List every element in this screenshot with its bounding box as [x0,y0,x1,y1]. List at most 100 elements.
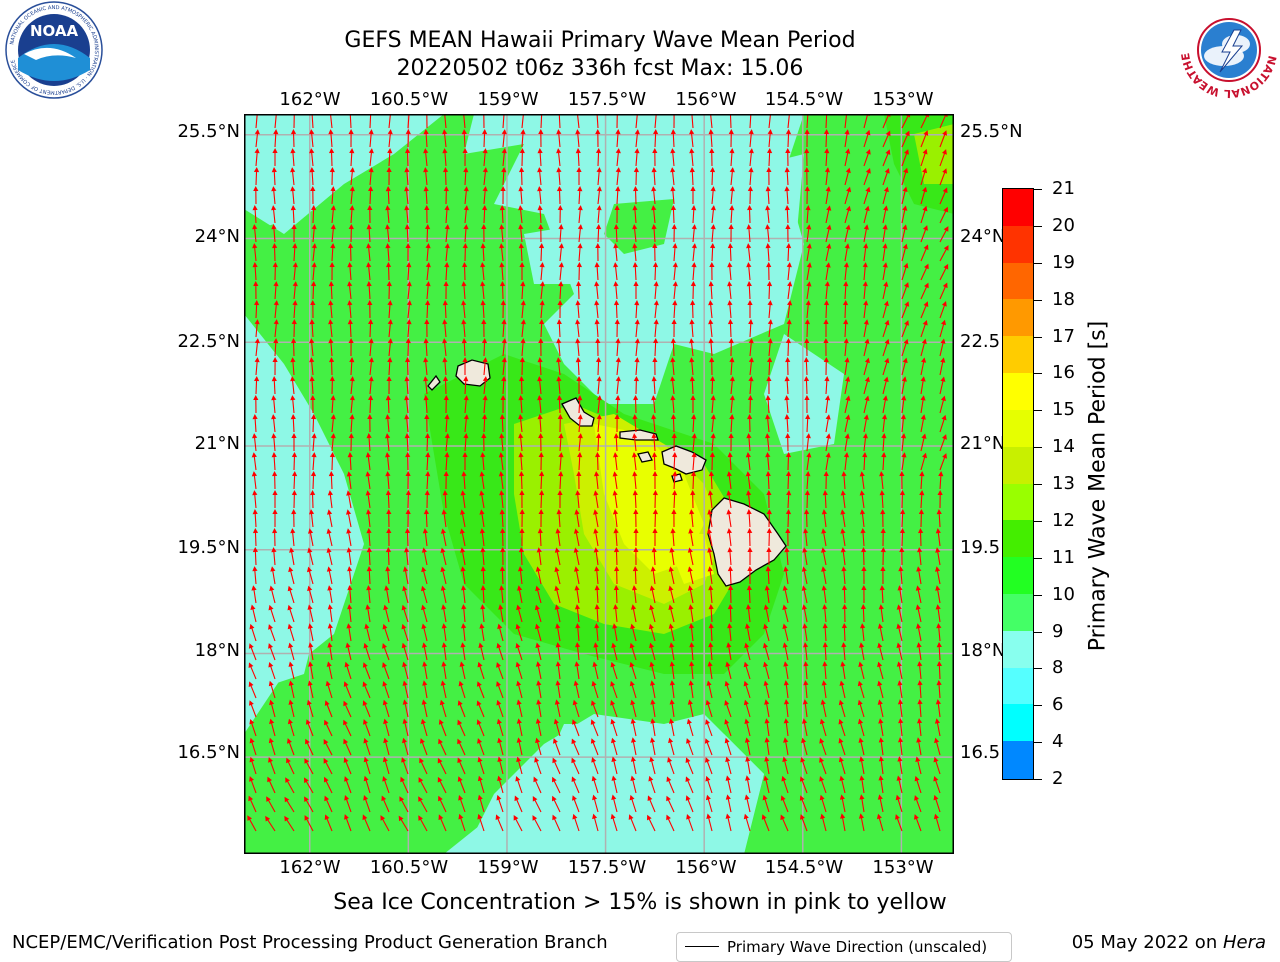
colorbar-tick-mark [1034,632,1042,633]
wave-arrow-shaft [256,379,257,394]
wave-arrow-shaft [294,132,295,147]
wave-arrow-shaft [693,474,694,489]
wave-arrow-shaft [427,227,428,242]
lon-bottom-label: 162°W [260,858,360,878]
wave-arrow-shaft [845,303,846,318]
wave-arrow-shaft [255,550,256,565]
colorbar-tick-label: 10 [1052,585,1075,605]
wave-arrow-shaft [616,550,617,565]
wave-arrow-shaft [426,512,427,527]
colorbar-segment [1003,336,1033,373]
wave-arrow-shaft [427,303,428,318]
map-area: Primary Wave Direction (unscaled) [244,114,954,854]
wave-arrow-shaft [541,246,542,261]
lat-left-label: 16.5°N [160,743,240,763]
wave-arrow-shaft [673,341,674,356]
wave-arrow-shaft [332,360,333,375]
wave-arrow-shaft [788,246,789,261]
wave-arrow-shaft [313,417,314,432]
colorbar-tick-label: 21 [1052,179,1075,199]
wave-arrow-shaft [806,379,807,394]
colorbar-tick-mark [1034,558,1042,559]
wave-arrow-shaft [598,436,599,451]
lon-top-label: 156°W [656,90,756,110]
wave-arrow-shaft [331,474,332,489]
wave-arrow-shaft [294,474,295,489]
colorbar-tick-label: 15 [1052,400,1075,420]
wave-arrow-shaft [522,379,523,394]
wave-arrow-shaft [521,550,522,565]
colorbar-tick-mark [1034,668,1042,669]
wave-arrow-shaft [616,588,617,603]
wave-arrow-shaft [826,303,827,318]
wave-arrow-shaft [559,398,560,413]
wave-arrow-shaft [788,341,789,356]
wave-arrow-shaft [598,227,599,242]
wave-arrow-shaft [388,493,389,508]
wave-arrow-shaft [655,132,656,147]
lat-left-label: 24°N [160,227,240,247]
lon-top-label: 162°W [260,90,360,110]
wave-arrow-shaft [313,493,314,508]
wave-arrow-shaft [769,151,770,166]
wave-arrow-shaft [636,398,637,413]
wave-arrow-shaft [408,360,409,375]
wave-arrow-shaft [712,170,713,185]
wave-arrow-shaft [788,455,789,470]
wave-arrow-shaft [673,208,674,223]
wave-arrow-shaft [788,512,789,527]
colorbar-segment [1003,299,1033,336]
wave-arrow-shaft [826,114,827,128]
wave-arrow-shaft [541,322,542,337]
lat-right-label: 25.5°N [960,122,1023,142]
noaa-text: NOAA [30,22,79,40]
colorbar-tick-mark [1034,410,1042,411]
lon-bottom-label: 157.5°W [557,858,657,878]
wave-arrow-shaft [332,455,333,470]
wave-arrow-shaft [750,208,751,223]
lon-top-label: 153°W [853,90,953,110]
wave-arrow-shaft [730,322,731,337]
wave-arrow-shaft [788,474,789,489]
lat-right-label: 22.5 [960,332,1000,352]
lon-top-label: 157.5°W [557,90,657,110]
wave-arrow-shaft [844,626,845,641]
wave-arrow-shaft [598,151,599,166]
lon-bottom-label: 153°W [853,858,953,878]
wave-arrow-shaft [807,322,808,337]
colorbar-segment [1003,484,1033,521]
wave-arrow-shaft [673,417,674,432]
footer-date-text: 05 May 2022 on [1072,932,1223,953]
wave-arrow-shaft [807,512,808,527]
lon-top-label: 160.5°W [359,90,459,110]
colorbar-segment [1003,557,1033,594]
wave-arrow-shaft [939,664,940,679]
wave-arrow-shaft [522,170,523,185]
colorbar-title: Primary Wave Mean Period [s] [1086,321,1111,652]
wave-arrow-shaft [332,151,333,166]
footer-host: Hera [1223,932,1266,953]
colorbar-segment [1003,373,1033,410]
colorbar-tick-mark [1034,337,1042,338]
footer-date: 05 May 2022 on Hera [1072,932,1266,953]
wave-arrow-shaft [370,322,371,337]
wave-arrow-shaft [484,417,485,432]
wave-arrow-shaft [902,512,903,527]
colorbar-tick-mark [1034,521,1042,522]
wave-arrow-shaft [730,607,731,622]
footer-producer: NCEP/EMC/Verification Post Processing Pr… [12,932,608,953]
wave-arrow-shaft [731,588,732,603]
colorbar-tick-mark [1034,742,1042,743]
colorbar-tick-mark [1034,263,1042,264]
wave-arrow-shaft [388,550,389,565]
colorbar-tick-label: 16 [1052,363,1075,383]
wave-arrow-shaft [256,303,257,318]
wave-arrow-shaft [788,132,789,147]
wave-arrow-shaft [730,569,731,584]
wave-arrow-shaft [636,189,637,204]
colorbar-tick-label: 13 [1052,474,1075,494]
wave-arrow-shaft [730,246,731,261]
wave-arrow-shaft [408,151,409,166]
lat-right-label: 19.5 [960,538,1000,558]
colorbar-segment [1003,520,1033,557]
